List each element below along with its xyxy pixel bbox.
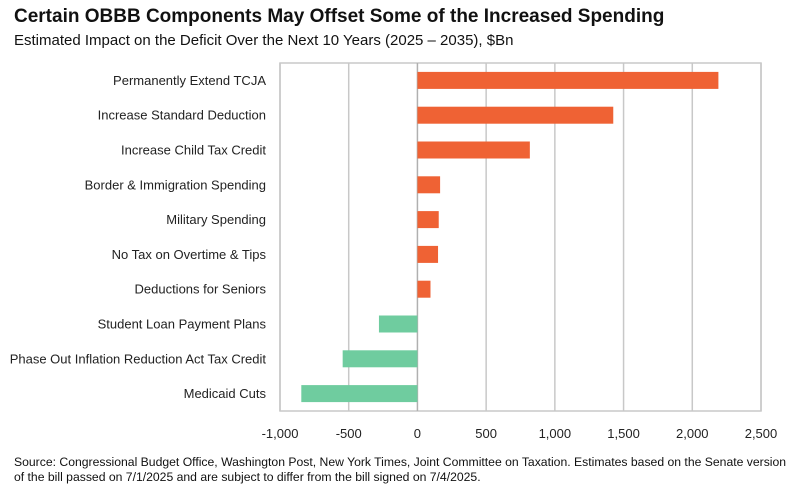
category-label: Student Loan Payment Plans: [98, 317, 267, 332]
bar: [417, 106, 614, 124]
category-label: Increase Standard Deduction: [98, 108, 266, 123]
bar: [417, 211, 439, 229]
chart-subtitle: Estimated Impact on the Deficit Over the…: [14, 32, 514, 49]
bar: [342, 350, 418, 368]
bar: [301, 385, 418, 403]
bar: [417, 176, 441, 194]
category-label: Increase Child Tax Credit: [121, 143, 266, 158]
bar: [417, 280, 431, 298]
category-label: Permanently Extend TCJA: [113, 73, 266, 88]
x-tick-label: 0: [414, 426, 421, 441]
x-tick-label: -1,000: [262, 426, 299, 441]
category-label: Medicaid Cuts: [184, 386, 267, 401]
bar: [378, 315, 418, 333]
category-label: Military Spending: [166, 212, 266, 227]
x-tick-label: -500: [336, 426, 362, 441]
bar: [417, 71, 719, 89]
category-label: Deductions for Seniors: [134, 282, 266, 297]
source-note: Source: Congressional Budget Office, Was…: [14, 455, 787, 484]
category-label: No Tax on Overtime & Tips: [112, 247, 267, 262]
x-tick-label: 1,500: [607, 426, 640, 441]
x-tick-label: 2,500: [745, 426, 778, 441]
x-tick-label: 2,000: [676, 426, 709, 441]
bar: [417, 245, 439, 263]
bar: [417, 141, 530, 159]
chart-title: Certain OBBB Components May Offset Some …: [14, 6, 665, 27]
x-tick-label: 500: [475, 426, 497, 441]
x-tick-label: 1,000: [539, 426, 572, 441]
category-label: Phase Out Inflation Reduction Act Tax Cr…: [10, 351, 267, 366]
category-label: Border & Immigration Spending: [85, 177, 266, 192]
